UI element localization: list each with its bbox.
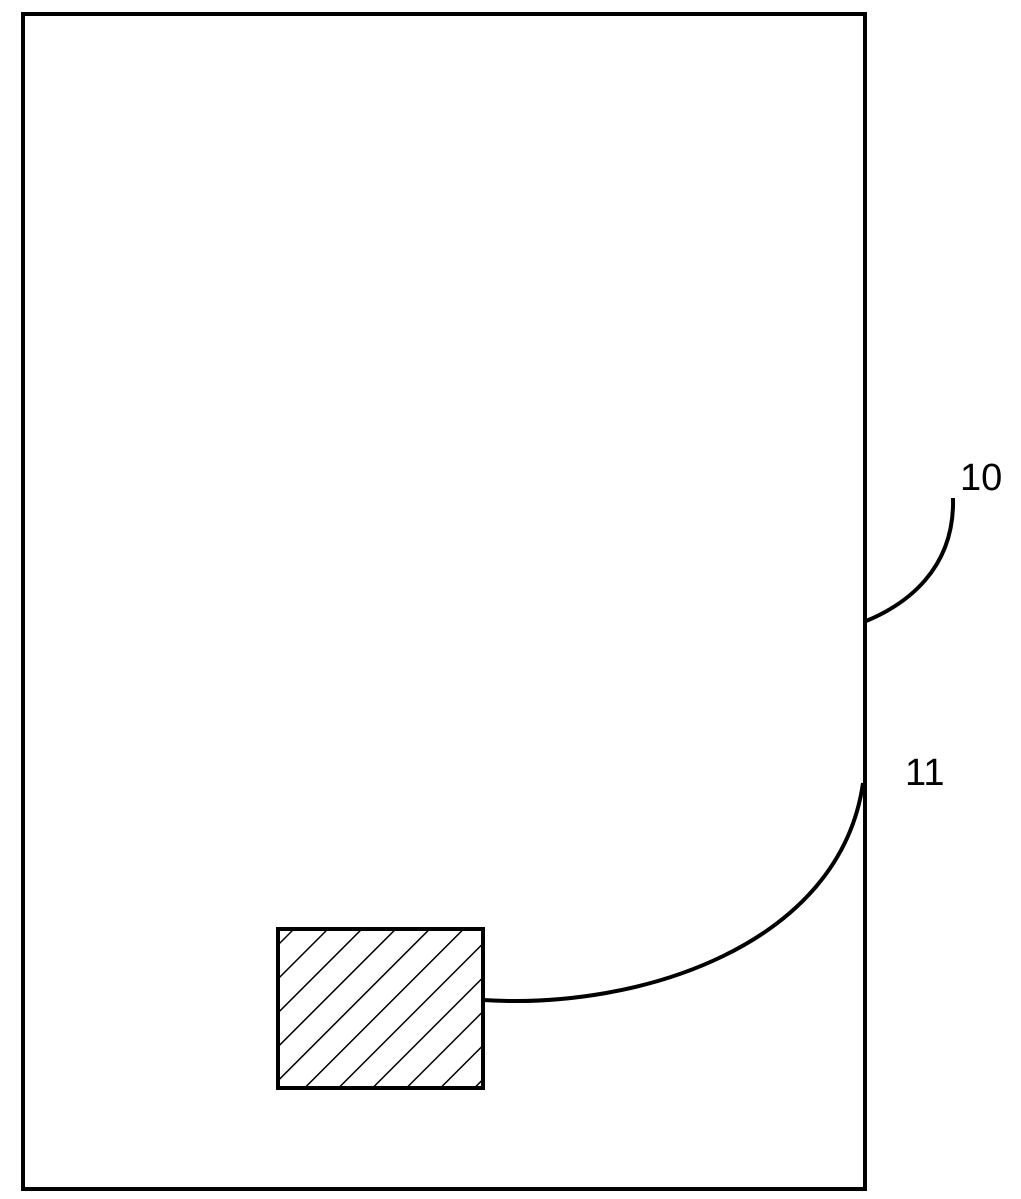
leader-11-label: 11 [905,752,944,794]
leader-11 [483,783,863,1001]
inner-hatched-rectangle [278,929,483,1088]
diagram-svg: 10 11 [0,0,1021,1199]
diagram-canvas: 10 11 [0,0,1021,1199]
leader-10 [866,498,953,621]
leader-10-label: 10 [960,457,1002,499]
